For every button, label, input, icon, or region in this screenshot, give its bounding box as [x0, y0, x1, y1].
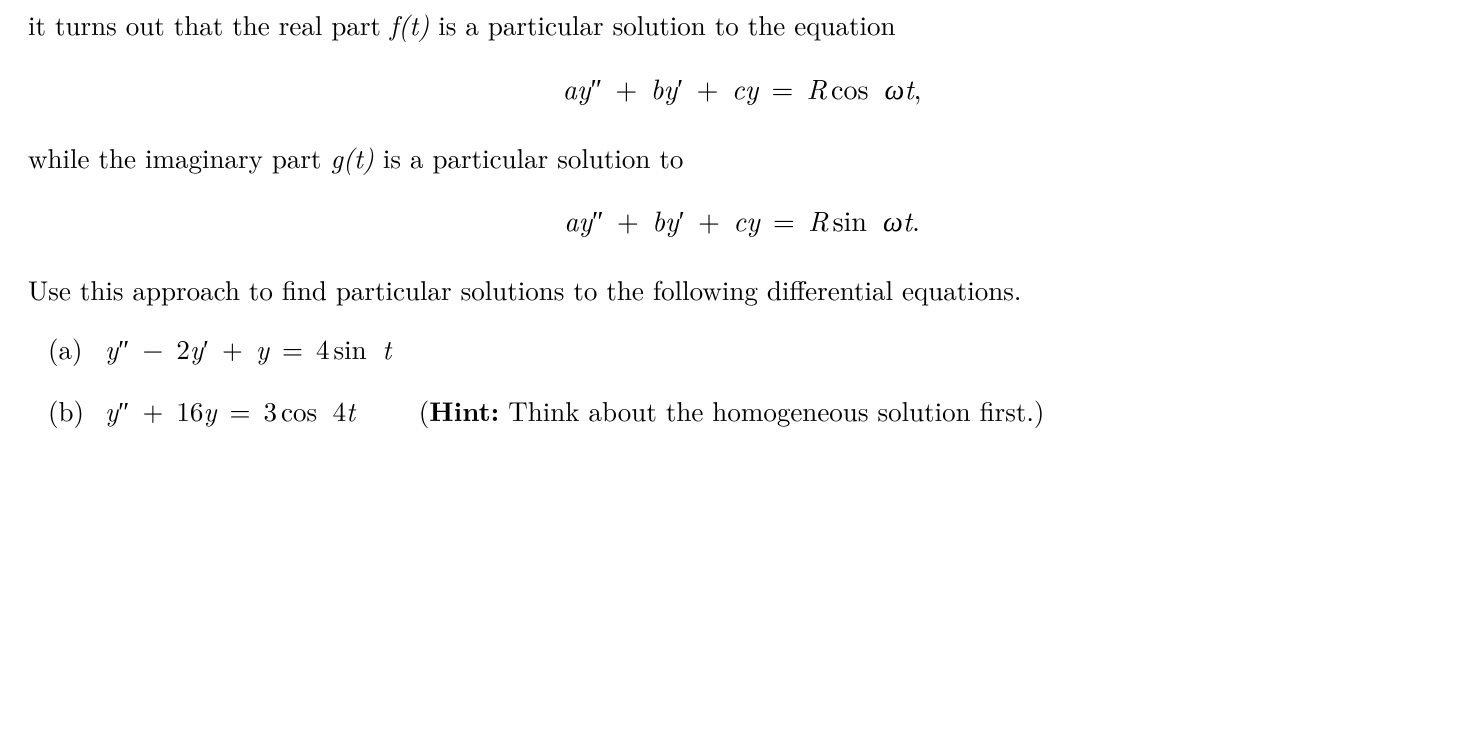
- eq2-t: t: [903, 200, 912, 240]
- eq2-sin: sin: [829, 200, 869, 240]
- eq2-space: [869, 200, 883, 240]
- eq1-b: b: [651, 68, 664, 108]
- item-a-equation: y″ − 2y′ + y = 4sin t: [105, 329, 391, 367]
- eq2-eq: =: [760, 200, 808, 240]
- eq2-pp: ″: [592, 200, 604, 240]
- hint-label: Hint:: [429, 390, 499, 429]
- mid-text-post: is a particular solution to: [374, 138, 683, 176]
- b-space: [319, 391, 333, 429]
- eq1-pp: ″: [591, 68, 603, 108]
- mid-fn-g: g(t): [330, 138, 373, 176]
- item-b-equation: y″ + 16y = 3cos 4t: [105, 391, 365, 429]
- eq1-c: c: [732, 68, 745, 108]
- a-space: [369, 329, 383, 367]
- eq2-omega: ω: [883, 200, 903, 240]
- a-pp: ″: [118, 329, 129, 367]
- eq1-space: [871, 68, 885, 108]
- eq1-omega: ω: [885, 68, 905, 108]
- mid-paragraph: while the imaginary part g(t) is a parti…: [28, 137, 1456, 178]
- task-paragraph: Use this approach to find particular sol…: [28, 269, 1456, 310]
- eq1-comma: ,: [914, 68, 922, 108]
- eq1-y2: y: [577, 68, 591, 108]
- b-t: t: [346, 391, 355, 429]
- eq2-a: a: [564, 200, 578, 240]
- eq2-plus2: +: [685, 200, 733, 240]
- eq2-y2: y: [578, 200, 592, 240]
- a-y2: y: [105, 329, 118, 367]
- a-y1: y: [190, 329, 203, 367]
- eq1-R: R: [807, 68, 827, 108]
- intro-paragraph: it turns out that the real part f(t) is …: [28, 4, 1456, 45]
- b-plus: +: [129, 391, 176, 429]
- list-item-a: (a) y″ − 2y′ + y = 4sin t: [48, 328, 1456, 369]
- item-b-hint: (Hint: Think about the homogeneous solut…: [365, 391, 1045, 429]
- b-pp: ″: [118, 391, 129, 429]
- eq2-R: R: [808, 200, 828, 240]
- eq2-p: ′: [679, 200, 685, 240]
- display-equation-sin: ay″ + by′ + cy = Rsin ωt.: [28, 199, 1456, 241]
- display-equation-cos: ay″ + by′ + cy = Rcos ωt,: [28, 67, 1456, 109]
- eq2-y: y: [746, 200, 760, 240]
- b-rcoef: 3: [264, 391, 278, 429]
- mid-text-pre: while the imaginary part: [28, 138, 330, 176]
- eq2-b: b: [652, 200, 665, 240]
- eq1-y: y: [745, 68, 759, 108]
- a-rcoef: 4: [316, 329, 330, 367]
- b-cos: cos: [277, 391, 319, 429]
- a-coef1: 2: [176, 329, 190, 367]
- a-y: y: [256, 329, 269, 367]
- a-t: t: [382, 329, 391, 367]
- problem-list: (a) y″ − 2y′ + y = 4sin t (b) y″ + 16y =…: [28, 328, 1456, 431]
- intro-text-post: is a particular solution to the equation: [429, 5, 895, 43]
- list-item-b: (b) y″ + 16y = 3cos 4t (Hint: Think abou…: [48, 390, 1456, 431]
- eq2-period: .: [912, 200, 920, 240]
- intro-fn-f: f(t): [390, 5, 429, 43]
- eq1-plus2: +: [683, 68, 731, 108]
- intro-text-pre: it turns out that the real part: [28, 5, 390, 43]
- b-coef: 16: [176, 391, 203, 429]
- eq1-y1: y: [664, 68, 678, 108]
- hint-text: Think about the homogeneous solution fir…: [499, 391, 1044, 429]
- item-b-label: (b): [48, 390, 96, 431]
- a-eq: =: [269, 329, 316, 367]
- b-eq: =: [217, 391, 264, 429]
- item-a-label: (a): [48, 328, 96, 369]
- eq2-plus1: +: [604, 200, 652, 240]
- eq1-a: a: [563, 68, 577, 108]
- eq2-y1: y: [665, 200, 679, 240]
- page: it turns out that the real part f(t) is …: [0, 0, 1484, 431]
- b-4: 4: [333, 391, 347, 429]
- hint-open: (: [419, 391, 430, 429]
- eq2-c: c: [733, 200, 746, 240]
- eq1-t: t: [904, 68, 913, 108]
- a-sin: sin: [330, 329, 369, 367]
- eq1-cos: cos: [827, 68, 870, 108]
- a-plus: +: [209, 329, 256, 367]
- b-y: y: [203, 391, 216, 429]
- eq1-plus1: +: [602, 68, 650, 108]
- eq1-eq: =: [758, 68, 806, 108]
- b-y2: y: [105, 391, 118, 429]
- a-minus: −: [129, 329, 176, 367]
